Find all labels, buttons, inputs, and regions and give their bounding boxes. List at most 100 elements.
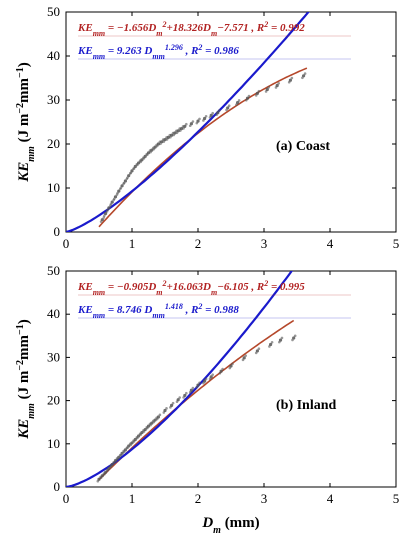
data-point: [106, 208, 109, 212]
data-point: [103, 473, 106, 476]
data-point: [129, 443, 133, 447]
data-point: [155, 417, 159, 421]
data-point: [155, 144, 159, 148]
data-point: [202, 381, 205, 385]
data-point: [208, 377, 212, 381]
data-point: [198, 381, 201, 385]
data-point: [136, 436, 139, 440]
x-tick-label: 3: [261, 491, 268, 506]
data-point: [227, 104, 231, 108]
x-tick-label: 2: [195, 491, 202, 506]
y-tick-label: 30: [47, 349, 60, 364]
data-point: [116, 457, 119, 461]
data-point: [191, 120, 195, 123]
data-point: [290, 76, 294, 80]
y-axis-label: KEmm (J m−2mm−1): [15, 62, 37, 182]
data-point: [303, 72, 307, 75]
data-point: [268, 345, 271, 348]
data-point: [132, 440, 136, 443]
data-point: [208, 116, 212, 119]
data-point: [149, 423, 152, 427]
x-tick-label: 0: [63, 236, 70, 251]
data-point: [175, 400, 179, 404]
fit-equation: KEmm = −1.656Dm2+18.326Dm−7.571 , R2 = 0…: [77, 20, 305, 38]
data-point: [149, 150, 152, 154]
data-point: [169, 406, 172, 409]
data-point: [277, 81, 281, 85]
power-fit-line: [66, 271, 294, 487]
data-point: [182, 396, 185, 399]
data-point: [198, 117, 201, 121]
data-point: [204, 377, 208, 381]
data-point: [191, 386, 195, 390]
data-point: [218, 371, 222, 375]
data-point: [267, 85, 271, 89]
data-point: [257, 89, 261, 93]
plot-frame: [65, 11, 397, 233]
data-point: [293, 334, 297, 338]
data-point: [103, 214, 106, 217]
data-point: [96, 479, 100, 483]
data-point: [245, 98, 248, 102]
data-point: [241, 358, 245, 362]
data-point: [195, 121, 199, 125]
data-point: [215, 113, 218, 117]
x-tick-label: 4: [327, 491, 334, 506]
data-point: [158, 413, 162, 417]
data-point: [270, 340, 274, 344]
x-tick-label: 2: [195, 236, 202, 251]
data-point: [116, 191, 119, 195]
data-point: [172, 133, 175, 137]
data-point: [257, 347, 261, 351]
x-tick-label: 3: [261, 236, 268, 251]
data-point: [146, 426, 149, 430]
quadratic-fit-line: [98, 319, 295, 481]
data-point: [235, 103, 238, 106]
plot-frame: [65, 270, 397, 488]
data-point: [179, 129, 182, 132]
data-point: [162, 411, 166, 414]
data-point: [274, 86, 278, 89]
panel-label: (a) Coast: [276, 139, 330, 154]
data-point: [99, 220, 103, 223]
data-point: [228, 366, 232, 370]
data-point: [175, 131, 179, 135]
data-point: [254, 351, 258, 355]
data-point: [152, 420, 156, 424]
data-point: [159, 142, 162, 146]
data-point: [204, 114, 208, 118]
data-point: [142, 157, 146, 160]
data-point: [142, 430, 146, 433]
y-tick-label: 0: [54, 224, 61, 239]
data-point: [221, 367, 224, 371]
data-point: [247, 94, 251, 98]
x-tick-label: 1: [129, 236, 136, 251]
data-point: [188, 124, 192, 128]
data-point: [185, 391, 188, 395]
data-point: [109, 465, 113, 468]
data-point: [119, 454, 123, 457]
data-point: [188, 390, 192, 394]
x-axis-label: Dm (mm): [201, 515, 259, 536]
data-point: [152, 147, 156, 151]
x-tick-label: 5: [393, 236, 400, 251]
fit-equation: KEmm = 8.746 Dmm1.418 , R2 = 0.988: [77, 302, 239, 320]
data-point: [119, 186, 123, 190]
data-point: [278, 340, 281, 344]
x-tick-label: 4: [327, 236, 334, 251]
y-tick-label: 10: [47, 180, 60, 195]
fit-equation: KEmm = 9.263 Dmm1.296 , R2 = 0.986: [77, 43, 239, 61]
data-point: [132, 167, 136, 170]
data-point: [139, 160, 142, 164]
data-point: [218, 109, 221, 112]
x-tick-label: 5: [393, 491, 400, 506]
y-tick-label: 30: [47, 92, 60, 107]
data-point: [162, 140, 166, 143]
data-point: [237, 99, 241, 102]
data-point: [102, 216, 106, 219]
data-point: [165, 407, 168, 410]
data-point: [113, 461, 116, 464]
y-tick-label: 50: [47, 4, 60, 19]
